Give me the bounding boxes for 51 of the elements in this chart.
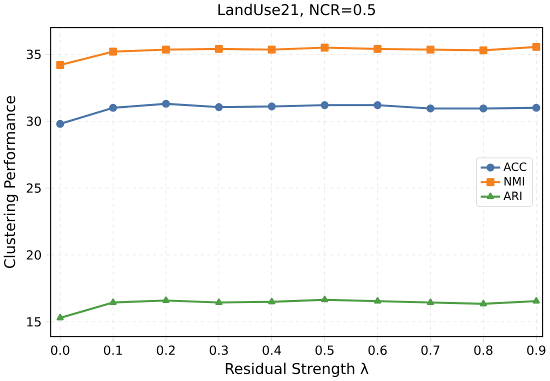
point	[268, 46, 276, 54]
y-tick-label: 35	[26, 50, 41, 60]
legend-label: ACC	[504, 162, 526, 172]
x-tick-label: 0.9	[527, 346, 546, 356]
x-tick-label: 0.3	[210, 346, 228, 356]
point	[374, 101, 382, 110]
point	[532, 104, 540, 112]
point	[162, 46, 170, 54]
x-tick-label: 0.0	[51, 346, 70, 356]
x-tick-label: 0.4	[262, 346, 282, 356]
x-tick-label: 0.5	[316, 346, 334, 356]
x-tick-label: 0.7	[421, 346, 440, 356]
legend-label: ARI	[504, 192, 522, 200]
point	[56, 120, 64, 128]
point	[109, 298, 117, 306]
point	[320, 44, 329, 52]
point	[215, 298, 222, 306]
point	[479, 104, 488, 113]
x-tick-label: 0.8	[474, 346, 492, 356]
y-tick-label: 15	[27, 317, 41, 327]
point	[214, 45, 223, 54]
point	[374, 45, 382, 54]
y-tick-label: 30	[26, 116, 41, 126]
point	[268, 298, 276, 304]
point	[268, 102, 276, 111]
point	[532, 43, 540, 52]
x-tick-label: 0.6	[368, 346, 387, 356]
point	[56, 61, 64, 70]
point	[480, 300, 487, 306]
point	[532, 297, 540, 304]
point	[426, 46, 434, 54]
point	[162, 296, 170, 304]
point	[109, 48, 118, 56]
point	[374, 297, 382, 304]
x-axis-title: Residual Strength λ	[226, 362, 368, 378]
point	[162, 100, 170, 108]
point	[426, 298, 434, 306]
x-tick-label: 0.1	[104, 346, 122, 356]
point	[426, 104, 434, 113]
point	[56, 314, 64, 320]
legend-label: NMI	[504, 177, 524, 186]
y-axis-title: Clustering Performance	[4, 96, 18, 268]
chart-title: LandUse21, NCR=0.5	[218, 4, 375, 17]
y-tick-label: 20	[26, 250, 41, 260]
point	[320, 101, 329, 110]
y-tick-label: 25	[26, 183, 41, 193]
point	[479, 46, 488, 54]
point	[109, 104, 118, 112]
point	[214, 103, 223, 112]
point	[321, 296, 328, 302]
x-tick-label: 0.2	[156, 346, 175, 356]
